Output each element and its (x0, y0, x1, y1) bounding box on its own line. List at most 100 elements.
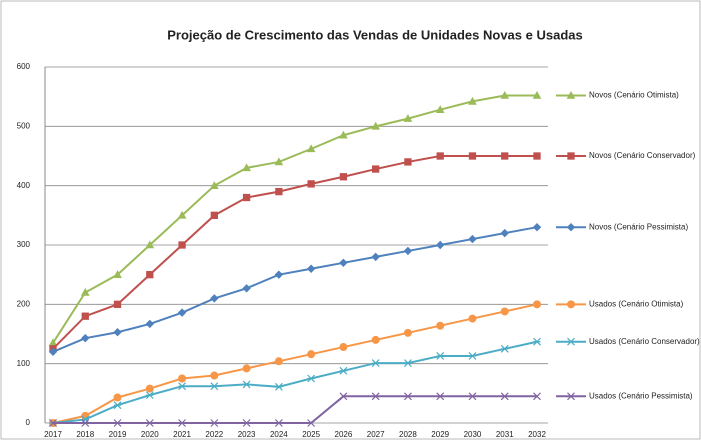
series-line (53, 395, 537, 424)
marker (177, 210, 187, 219)
marker (404, 158, 412, 166)
marker (113, 393, 122, 402)
marker (177, 308, 187, 317)
y-tick-label: 0 (26, 418, 31, 427)
x-tick-label: 2025 (302, 430, 320, 439)
y-tick-label: 100 (17, 359, 31, 368)
marker (242, 193, 251, 202)
marker (81, 419, 90, 427)
marker (468, 352, 477, 360)
marker (468, 152, 477, 160)
marker (500, 90, 510, 99)
marker (210, 419, 219, 427)
legend-marker (567, 337, 575, 346)
x-tick-label: 2017 (44, 430, 62, 439)
marker (532, 222, 542, 232)
marker (242, 380, 251, 389)
marker (113, 419, 122, 427)
legend-marker (567, 300, 575, 309)
marker (403, 246, 413, 256)
marker (210, 211, 218, 219)
marker (468, 96, 477, 105)
y-tick-label: 200 (17, 299, 31, 308)
y-tick-label: 500 (17, 121, 31, 130)
marker (339, 130, 348, 139)
marker (371, 335, 380, 344)
legend-label: Novos (Cenário Otimista) (589, 91, 679, 100)
marker (403, 114, 413, 122)
marker (274, 270, 284, 279)
marker (274, 157, 284, 166)
marker (436, 352, 445, 360)
marker (533, 392, 541, 401)
marker (533, 337, 541, 346)
marker (468, 392, 477, 401)
x-tick-label: 2022 (205, 430, 223, 439)
marker (371, 392, 380, 401)
x-tick-label: 2019 (109, 430, 127, 439)
marker (404, 359, 412, 367)
marker (435, 240, 445, 250)
marker (146, 271, 154, 279)
x-tick-label: 2027 (367, 430, 385, 439)
marker (339, 173, 348, 181)
legend-marker (567, 152, 575, 160)
marker (339, 343, 348, 352)
marker (339, 366, 348, 375)
marker (371, 252, 380, 262)
marker (113, 401, 122, 410)
series-line (52, 340, 538, 424)
marker (371, 121, 381, 130)
marker (468, 314, 477, 323)
marker (500, 392, 509, 401)
marker (145, 391, 154, 400)
marker (274, 419, 283, 427)
x-tick-label: 2024 (270, 430, 288, 439)
marker (306, 264, 316, 273)
marker (404, 392, 412, 401)
marker (113, 300, 122, 308)
x-tick-label: 2029 (431, 430, 449, 439)
marker (242, 284, 251, 293)
marker (533, 300, 541, 309)
series-line (52, 94, 537, 344)
marker (178, 419, 186, 427)
marker (436, 152, 444, 160)
marker (242, 419, 251, 427)
marker (81, 333, 90, 343)
marker (501, 152, 509, 160)
marker (274, 382, 283, 391)
series-line (52, 303, 538, 424)
marker (48, 347, 58, 357)
x-tick-label: 2026 (335, 430, 353, 439)
marker (436, 392, 445, 401)
x-tick-label: 2031 (496, 430, 514, 439)
chart-title: Projeção de Crescimento das Vendas de Un… (167, 27, 582, 42)
legend-label: Usados (Cenário Pessimista) (589, 391, 693, 400)
series-line (52, 155, 537, 350)
marker (500, 344, 509, 353)
marker (500, 228, 509, 238)
marker (80, 287, 90, 296)
y-tick-label: 600 (17, 62, 31, 71)
marker (113, 328, 122, 337)
legend-marker (566, 90, 576, 99)
marker (49, 419, 57, 427)
legend-marker (567, 392, 575, 401)
x-tick-label: 2028 (399, 430, 417, 439)
marker (274, 357, 283, 366)
legend-label: Usados (Cenário Otimista) (589, 299, 684, 308)
marker (209, 181, 219, 189)
marker (500, 307, 509, 316)
legend-label: Novos (Cenário Conservador) (589, 151, 696, 160)
marker (307, 419, 316, 427)
x-tick-label: 2032 (528, 430, 546, 439)
x-tick-label: 2023 (238, 430, 256, 439)
marker (145, 419, 154, 427)
marker (178, 241, 186, 249)
legend-marker (566, 222, 576, 232)
legend-label: Novos (Cenário Pessimista) (589, 222, 688, 231)
marker (403, 328, 412, 337)
